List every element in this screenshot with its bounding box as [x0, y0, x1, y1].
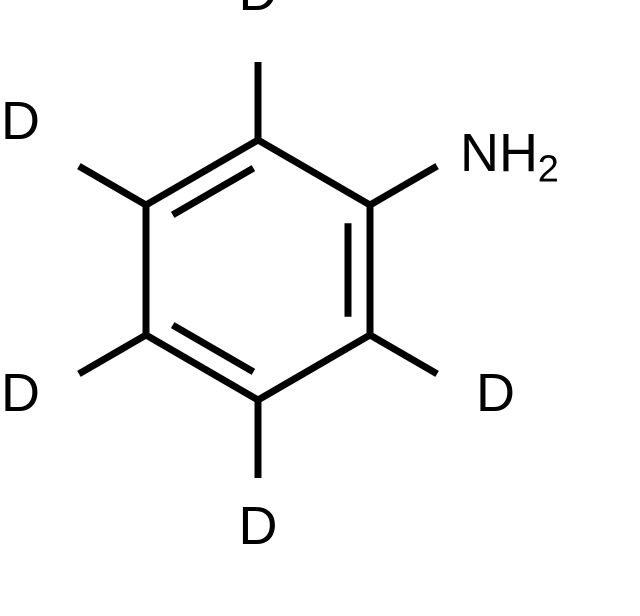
atom-label: NH: [460, 123, 538, 183]
bond: [79, 166, 146, 205]
atom-label: D: [239, 496, 278, 556]
bond: [370, 166, 437, 205]
atom-label: D: [1, 91, 40, 151]
bond: [173, 168, 254, 215]
atom-label: D: [1, 363, 40, 423]
bond: [79, 335, 146, 374]
bond: [370, 335, 437, 374]
atom-subscript: 2: [538, 149, 559, 191]
bond: [258, 140, 370, 205]
atom-label: D: [476, 363, 515, 423]
atom-label: D: [239, 0, 278, 22]
bond: [258, 335, 370, 400]
molecule-diagram: NH2 D D D D D: [0, 0, 640, 616]
bond: [173, 325, 254, 372]
